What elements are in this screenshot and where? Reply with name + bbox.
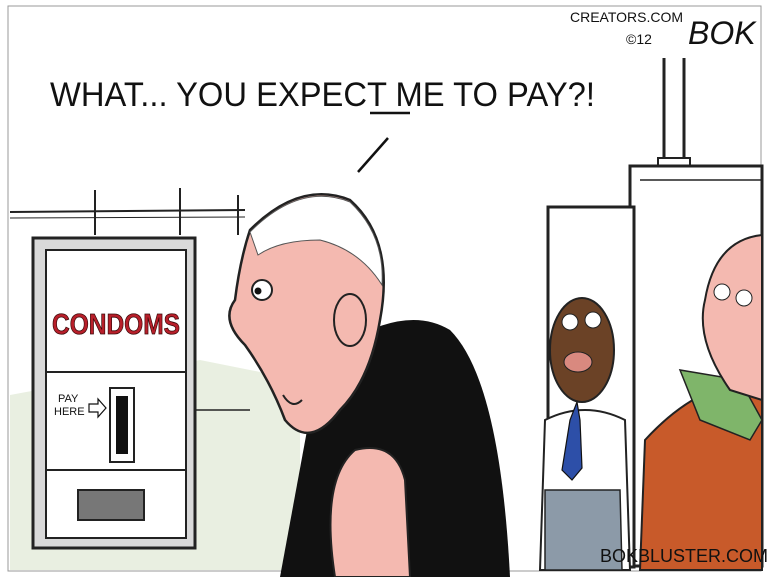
arrow <box>88 397 107 419</box>
eye <box>561 313 579 331</box>
speech: WHAT... YOU EXPECT ME TO PAY?! <box>50 76 595 114</box>
footer: BOKBLUSTER.COM <box>600 546 768 566</box>
eye <box>584 311 602 329</box>
wall-line <box>9 209 246 213</box>
wall-line <box>9 216 246 219</box>
dispenser <box>77 489 145 521</box>
eye <box>713 283 731 301</box>
speech-text: TO PAY?! <box>445 76 595 114</box>
eye <box>251 279 273 301</box>
face <box>701 233 763 402</box>
mouth <box>282 394 303 405</box>
eye <box>735 289 753 307</box>
pay-label: PAY <box>58 393 79 405</box>
credit-year: ©12 <box>626 31 652 47</box>
signature: BOK <box>688 15 757 51</box>
pupil <box>254 287 262 295</box>
machine-label: CONDOMS <box>52 309 180 341</box>
mouth <box>563 351 593 373</box>
ear <box>333 293 367 347</box>
slot <box>116 396 128 454</box>
hair <box>249 195 383 287</box>
head <box>228 193 385 435</box>
speech-tick <box>357 137 389 173</box>
speech-emphasis: ME <box>396 76 445 114</box>
trousers <box>544 489 623 571</box>
arm <box>329 447 412 577</box>
speech-text: WHAT... YOU EXPECT <box>50 76 396 114</box>
pay-label: HERE <box>54 406 85 418</box>
face <box>549 297 615 403</box>
tie <box>561 399 583 481</box>
credit-site: CREATORS.COM <box>570 9 683 25</box>
